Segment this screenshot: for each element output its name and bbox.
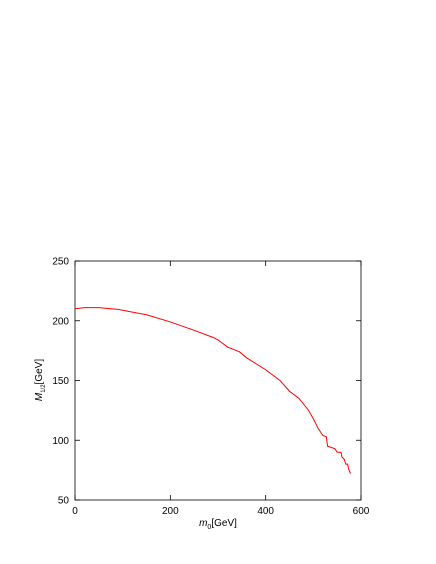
y-tick-label: 100 <box>52 436 69 447</box>
y-tick-label: 50 <box>58 496 70 507</box>
x-label-unit: [GeV] <box>211 518 237 529</box>
x-tick-label: 200 <box>162 506 179 517</box>
plot-frame <box>74 260 362 501</box>
y-tick-label: 150 <box>52 376 69 387</box>
y-label-unit: [GeV] <box>34 359 45 385</box>
data-line <box>74 307 351 474</box>
x-axis-label: m0[GeV] <box>199 518 237 531</box>
y-label-symbol: M <box>34 392 45 401</box>
y-tick-label: 200 <box>52 316 69 327</box>
y-tick-label: 250 <box>52 257 69 268</box>
y-label-subscript: 1/2 <box>41 384 47 393</box>
x-tick-label: 400 <box>257 506 274 517</box>
x-label-subscript: 0 <box>207 524 211 531</box>
x-tick-label: 600 <box>353 506 370 517</box>
y-axis-label: M1/2[GeV] <box>34 359 47 401</box>
x-tick-label: 0 <box>72 506 78 517</box>
x-label-symbol: m <box>199 518 207 529</box>
